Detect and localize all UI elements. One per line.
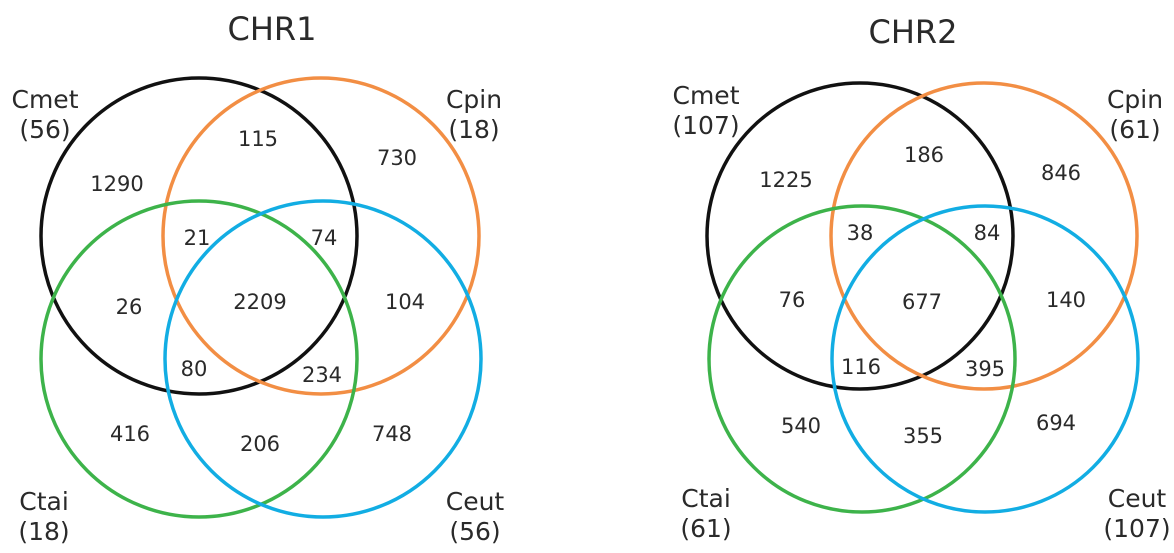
chr2-circle-ceut (830, 204, 1140, 514)
chr1-label-cmet: Cmet (12, 85, 79, 114)
chr2-title: CHR2 (869, 13, 958, 51)
chr1-region-ctai-only: 416 (110, 422, 150, 446)
chr2-circle-ctai (707, 204, 1017, 514)
chr1-circle-cpin (161, 76, 481, 396)
chr2-label-cpin: Cpin (1107, 85, 1163, 114)
chr2-circle-cmet (705, 81, 1015, 391)
chr2-region-cmet-only: 1225 (759, 168, 812, 192)
chr2-region-cpin-ceut: 140 (1046, 288, 1086, 312)
chr1-label-ctai: Ctai (19, 487, 69, 516)
chr1-circle-cmet (39, 76, 359, 396)
chr2-region-cpin-ctai-ceut: 395 (965, 357, 1005, 381)
chr1-region-cmet-cpin: 115 (238, 127, 278, 151)
chr1-region-cmet-cpin-ceut: 74 (311, 226, 338, 250)
chr2-region-ctai-ceut: 355 (903, 424, 943, 448)
chr1-label-ceut: Ceut (446, 487, 505, 516)
chr2-label-ctai: Ctai (681, 484, 731, 513)
chr2-count-ctai: (61) (680, 514, 731, 543)
chr1-count-cmet: (56) (19, 115, 70, 144)
chr2-region-cmet-ctai: 76 (779, 288, 806, 312)
chr1-region-cpin-ceut: 104 (385, 290, 425, 314)
chr1-circle-ceut (163, 199, 483, 519)
chr2-label-cmet: Cmet (673, 81, 740, 110)
chr2-region-ceut-only: 694 (1036, 411, 1076, 435)
chr2-region-cpin-only: 846 (1041, 161, 1081, 185)
venn-chr2: CHR2 Cmet (107) Cpin (61) Ctai (61) Ceut… (672, 13, 1170, 543)
chr1-region-all: 2209 (233, 290, 286, 314)
chr1-region-cmet-ctai-ceut: 80 (181, 357, 208, 381)
chr2-count-ceut: (107) (1103, 514, 1170, 543)
chr1-region-ceut-only: 748 (372, 422, 412, 446)
chr1-count-ctai: (18) (18, 517, 69, 546)
chr2-count-cmet: (107) (672, 111, 739, 140)
chr2-region-cmet-cpin-ctai: 38 (847, 221, 874, 245)
chr2-region-all: 677 (902, 290, 942, 314)
chr2-circle-cpin (829, 81, 1139, 391)
chr1-label-cpin: Cpin (446, 85, 502, 114)
chr2-label-ceut: Ceut (1108, 484, 1167, 513)
chr2-region-cmet-cpin: 186 (904, 143, 944, 167)
chr1-title: CHR1 (228, 10, 317, 48)
chr2-count-cpin: (61) (1109, 115, 1160, 144)
chr2-region-ctai-only: 540 (781, 414, 821, 438)
chr1-region-cmet-cpin-ctai: 21 (184, 226, 211, 250)
chr1-count-ceut: (56) (449, 517, 500, 546)
chr1-region-ctai-ceut: 206 (240, 432, 280, 456)
chr1-region-cpin-ctai-ceut: 234 (302, 363, 342, 387)
chr2-region-cmet-ctai-ceut: 116 (841, 355, 881, 379)
chr1-circle-ctai (39, 199, 359, 519)
chr1-region-cpin-only: 730 (377, 146, 417, 170)
chr1-region-cmet-only: 1290 (90, 172, 143, 196)
chr2-region-cmet-cpin-ceut: 84 (974, 221, 1001, 245)
chr1-count-cpin: (18) (448, 115, 499, 144)
venn-chr1: CHR1 Cmet (56) Cpin (18) Ctai (18) Ceut … (12, 10, 505, 546)
chr1-region-cmet-ctai: 26 (116, 295, 143, 319)
